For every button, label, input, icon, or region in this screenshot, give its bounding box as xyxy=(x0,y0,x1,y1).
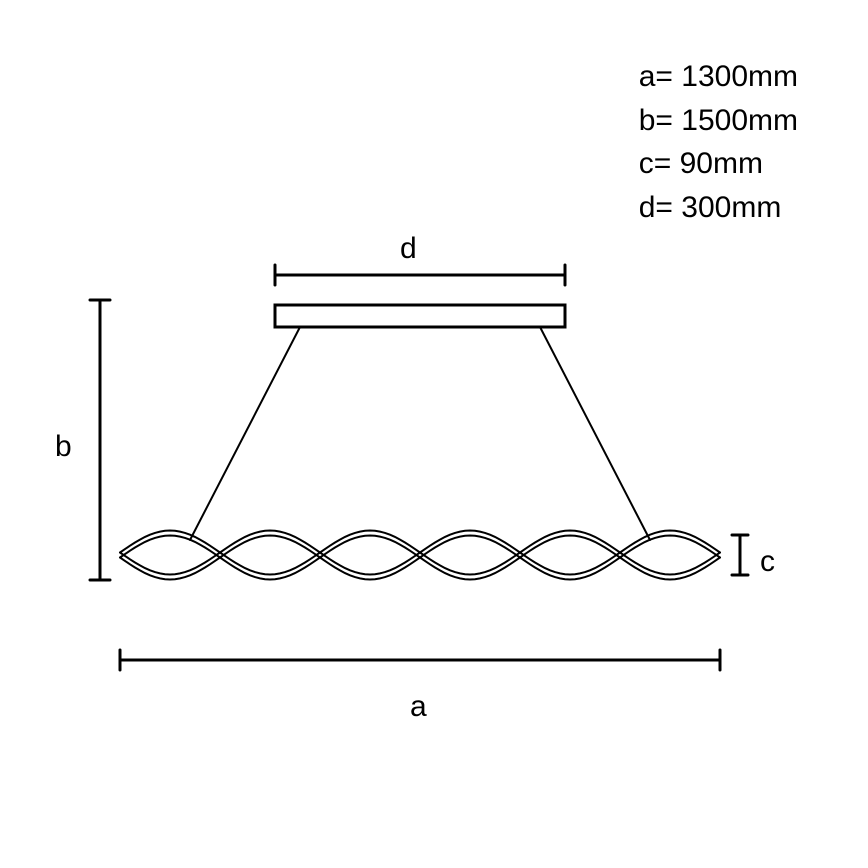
dimension-label-a: a xyxy=(410,690,427,724)
legend-row-d: d= 300mm xyxy=(639,186,798,230)
diagram-container: a= 1300mm b= 1500mm c= 90mm d= 300mm d b… xyxy=(0,0,868,868)
legend-row-b: b= 1500mm xyxy=(639,99,798,143)
legend-row-c: c= 90mm xyxy=(639,142,798,186)
dimension-label-b: b xyxy=(55,430,72,464)
dimension-label-c: c xyxy=(760,545,775,579)
dimension-legend: a= 1300mm b= 1500mm c= 90mm d= 300mm xyxy=(639,55,798,229)
legend-row-a: a= 1300mm xyxy=(639,55,798,99)
dimension-label-d: d xyxy=(400,232,417,266)
